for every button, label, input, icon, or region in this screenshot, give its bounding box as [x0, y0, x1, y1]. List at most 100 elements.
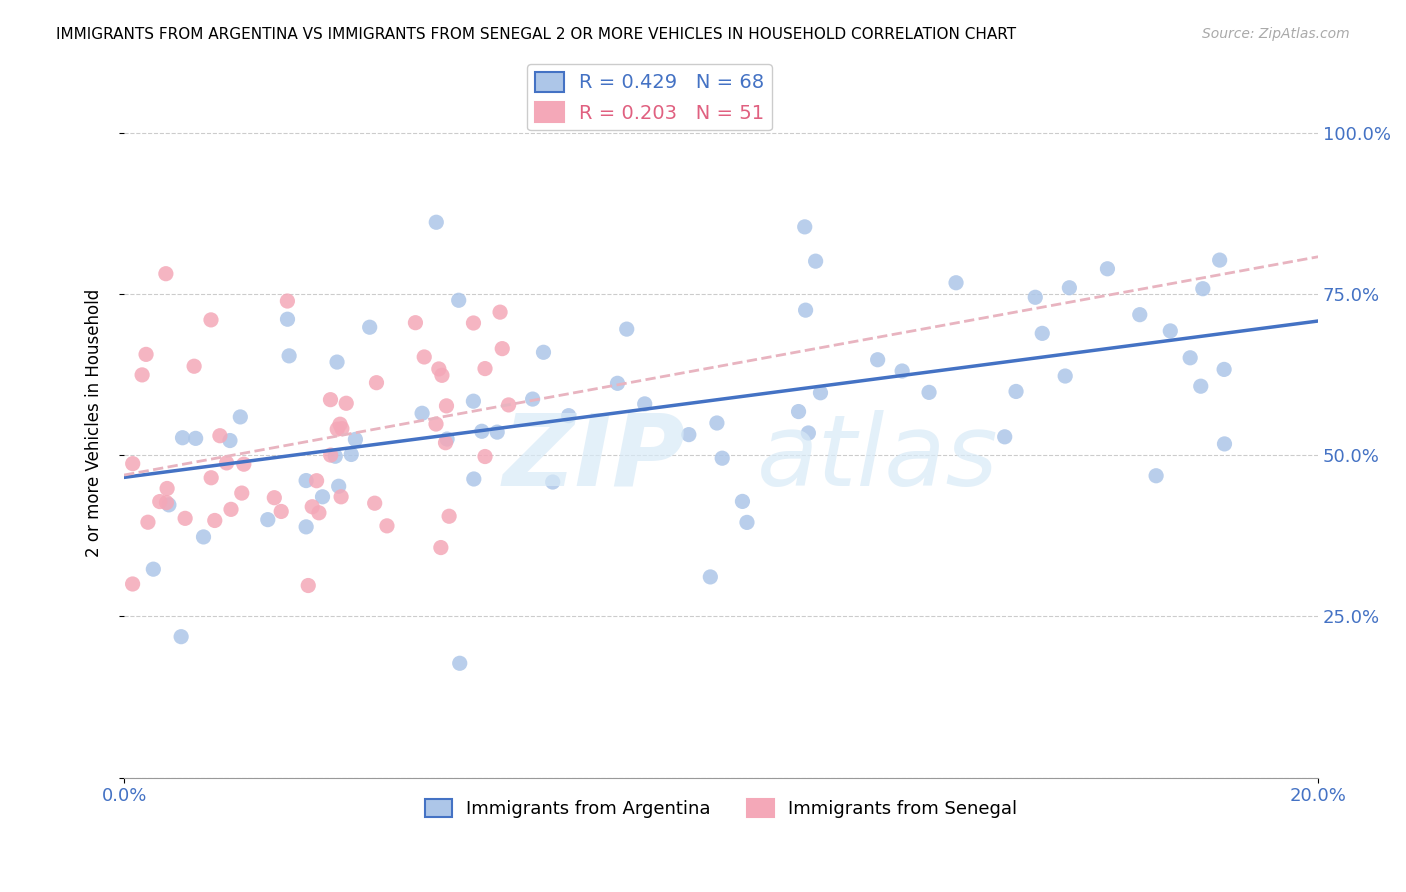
Point [183, 359, 205, 374]
Point [172, 431, 194, 445]
Text: Source: ZipAtlas.com: Source: ZipAtlas.com [1202, 27, 1350, 41]
Point [297, 578, 319, 592]
Point [463, 316, 485, 330]
Point [810, 385, 832, 400]
Point [557, 409, 579, 423]
Point [1024, 290, 1046, 304]
Point [193, 530, 215, 544]
Point [155, 267, 177, 281]
Point [232, 457, 254, 471]
Point [301, 500, 323, 514]
Point [276, 312, 298, 326]
Point [1178, 351, 1201, 365]
Point [706, 416, 728, 430]
Point [170, 630, 193, 644]
Point [308, 506, 330, 520]
Point [295, 474, 318, 488]
Point [1208, 253, 1230, 268]
Point [804, 254, 827, 268]
Point [533, 345, 555, 359]
Point [311, 490, 333, 504]
Point [326, 355, 349, 369]
Point [136, 515, 159, 529]
Point [200, 471, 222, 485]
Point [219, 502, 242, 516]
Point [157, 498, 180, 512]
Point [328, 479, 350, 493]
Point [330, 421, 353, 435]
Point [498, 398, 520, 412]
Point [1059, 281, 1081, 295]
Text: ZIP: ZIP [502, 410, 685, 507]
Point [945, 276, 967, 290]
Point [1031, 326, 1053, 341]
Point [359, 320, 381, 334]
Point [918, 385, 941, 400]
Point [219, 434, 242, 448]
Point [606, 376, 628, 391]
Point [335, 396, 357, 410]
Point [121, 457, 143, 471]
Point [319, 448, 342, 462]
Point [208, 428, 231, 442]
Y-axis label: 2 or more Vehicles in Household: 2 or more Vehicles in Household [86, 289, 103, 558]
Point [678, 427, 700, 442]
Point [797, 425, 820, 440]
Point [131, 368, 153, 382]
Point [1097, 261, 1119, 276]
Legend: Immigrants from Argentina, Immigrants from Senegal: Immigrants from Argentina, Immigrants fr… [418, 791, 1025, 825]
Point [449, 657, 471, 671]
Point [319, 392, 342, 407]
Point [375, 519, 398, 533]
Point [1213, 362, 1236, 376]
Point [184, 431, 207, 445]
Point [731, 494, 754, 508]
Point [1054, 369, 1077, 384]
Point [295, 520, 318, 534]
Point [436, 432, 458, 446]
Point [699, 570, 721, 584]
Point [135, 347, 157, 361]
Point [994, 430, 1017, 444]
Point [200, 313, 222, 327]
Point [486, 425, 509, 439]
Point [437, 509, 460, 524]
Point [430, 541, 453, 555]
Point [142, 562, 165, 576]
Point [474, 361, 496, 376]
Point [215, 456, 238, 470]
Point [434, 435, 457, 450]
Point [278, 349, 301, 363]
Point [794, 303, 817, 318]
Point [1191, 282, 1213, 296]
Point [793, 219, 815, 234]
Point [276, 293, 298, 308]
Point [1005, 384, 1028, 399]
Point [471, 425, 494, 439]
Point [155, 495, 177, 509]
Point [866, 352, 889, 367]
Point [366, 376, 388, 390]
Point [1144, 468, 1167, 483]
Point [229, 409, 252, 424]
Point [263, 491, 285, 505]
Text: atlas: atlas [756, 410, 998, 507]
Point [430, 368, 453, 383]
Point [474, 450, 496, 464]
Point [436, 399, 458, 413]
Point [1159, 324, 1181, 338]
Point [330, 490, 353, 504]
Point [149, 494, 172, 508]
Point [634, 397, 657, 411]
Point [1213, 437, 1236, 451]
Text: IMMIGRANTS FROM ARGENTINA VS IMMIGRANTS FROM SENEGAL 2 OR MORE VEHICLES IN HOUSE: IMMIGRANTS FROM ARGENTINA VS IMMIGRANTS … [56, 27, 1017, 42]
Point [463, 472, 485, 486]
Point [256, 513, 278, 527]
Point [427, 362, 450, 376]
Point [323, 449, 346, 463]
Point [231, 486, 253, 500]
Point [425, 215, 447, 229]
Point [340, 447, 363, 461]
Point [616, 322, 638, 336]
Point [447, 293, 470, 308]
